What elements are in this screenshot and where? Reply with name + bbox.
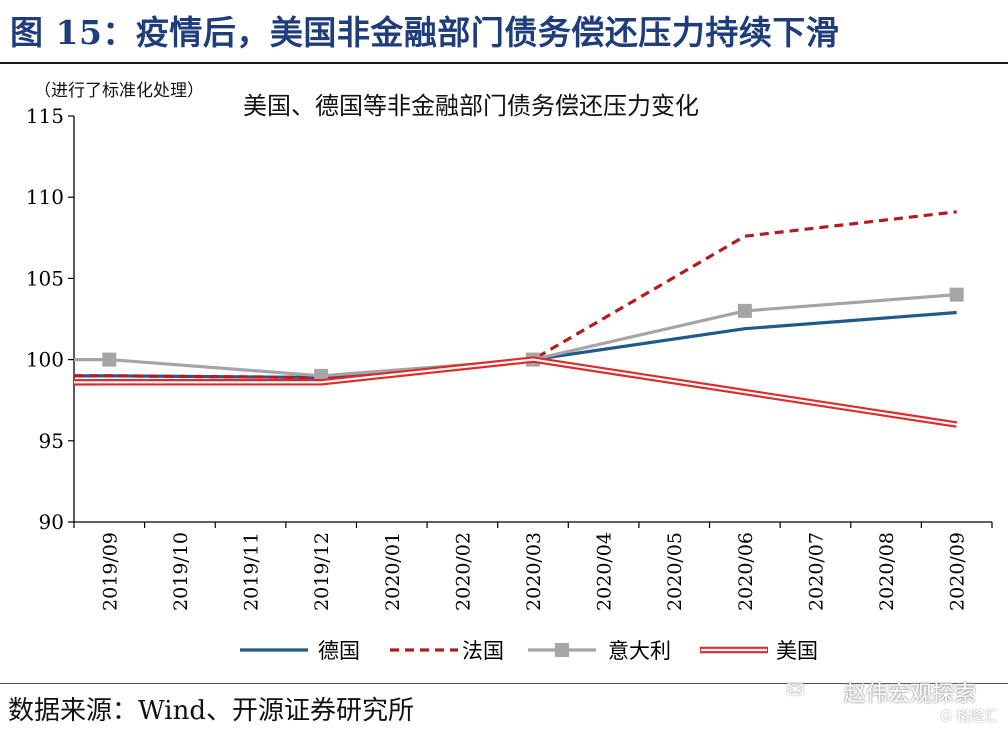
legend-label: 美国 — [776, 639, 818, 663]
x-tick-label: 2020/05 — [664, 532, 686, 611]
series-美国 — [73, 356, 958, 428]
source-divider — [0, 683, 1008, 684]
y-tick-label: 115 — [26, 104, 64, 128]
x-tick-label: 2020/07 — [805, 532, 827, 611]
chart-axes: 90 95 100 105 110 115 2019/09 2019/10 2019/11 201… — [26, 104, 993, 611]
figure-title: 图 15：疫情后，美国非金融部门债务偿还压力持续下滑 — [10, 13, 840, 52]
chart-legend: 德国 法国 意大利 美国 — [240, 639, 818, 663]
source-note: 数据来源：Wind、开源证券研究所 — [8, 696, 414, 726]
wechat-icon: ✉ — [786, 678, 805, 703]
x-tick-label: 2020/06 — [735, 532, 757, 611]
x-tick-label: 2020/04 — [594, 532, 616, 611]
x-tick-label: 2019/09 — [99, 532, 121, 611]
series-意大利 — [74, 287, 964, 383]
y-tick-label: 95 — [39, 429, 64, 453]
x-tick-label: 2020/09 — [947, 532, 969, 611]
chart-subtitle: （进行了标准化处理） — [34, 81, 204, 101]
series-line-inner — [73, 358, 957, 426]
chart-title: 美国、德国等非金融部门债务偿还压力变化 — [243, 92, 699, 120]
series-line — [73, 210, 957, 380]
legend-label: 法国 — [462, 639, 504, 663]
legend-item-意大利: 意大利 — [528, 639, 671, 663]
watermark: 赵伟宏观探索 — [843, 682, 976, 707]
series-line-outer — [73, 356, 958, 428]
watermark-sub: G 格隆汇 — [940, 709, 998, 725]
legend-item-法国: 法国 — [390, 639, 504, 663]
series-法国 — [73, 210, 957, 380]
title-divider — [0, 62, 1008, 64]
x-tick-label: 2019/12 — [311, 532, 333, 611]
x-tick-label: 2019/10 — [170, 532, 192, 611]
legend-marker — [555, 643, 569, 657]
chart-series — [73, 210, 964, 428]
y-tick-label: 105 — [26, 266, 64, 290]
series-marker — [102, 352, 117, 367]
y-tick-label: 110 — [26, 185, 64, 209]
y-tick-label: 100 — [26, 348, 64, 372]
x-tick-label: 2020/02 — [452, 532, 474, 611]
x-tick-label: 2020/08 — [876, 532, 898, 611]
x-tick-label: 2019/11 — [241, 532, 263, 611]
legend-item-美国: 美国 — [700, 639, 818, 663]
y-tick-label: 90 — [39, 510, 64, 534]
x-tick-label: 2020/03 — [523, 532, 545, 611]
legend-item-德国: 德国 — [240, 639, 360, 663]
line-chart: 90 95 100 105 110 115 2019/09 2019/10 2019/11 201… — [26, 81, 993, 663]
x-tick-label: 2020/01 — [382, 532, 404, 611]
legend-label: 德国 — [318, 639, 360, 663]
series-marker — [737, 303, 752, 318]
series-marker — [949, 287, 964, 302]
legend-label: 意大利 — [608, 639, 671, 663]
